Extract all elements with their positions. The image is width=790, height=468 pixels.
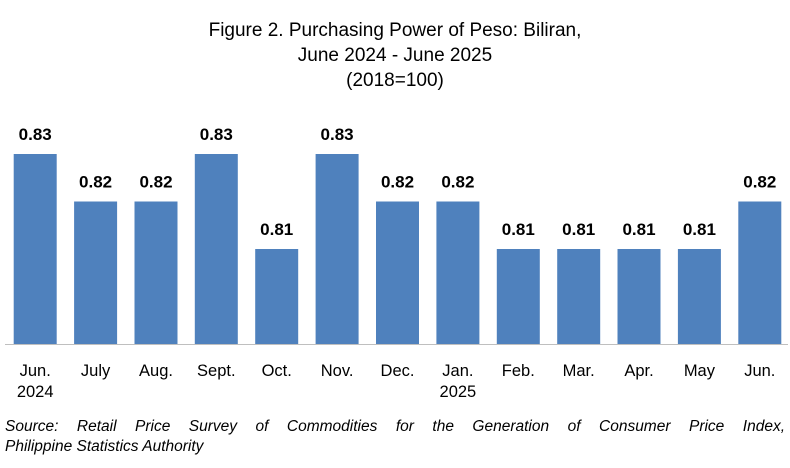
bar-12 [738,201,782,344]
data-label-6: 0.82 [381,173,414,192]
bar-5 [315,154,359,344]
source-line-1: Source: Retail Price Survey of Commoditi… [5,418,785,435]
x-tick-label-12: Jun. [744,362,775,380]
bar-7 [436,201,480,344]
data-label-8: 0.81 [502,220,535,239]
bar-3 [194,154,238,344]
bar-10 [617,249,661,344]
data-label-2: 0.82 [139,173,172,192]
x-tick-label-2: Aug. [139,362,173,380]
x-tick-label-7-line-2: 2025 [440,383,477,401]
x-tick-label-0: Jun. [20,362,51,380]
bar-0 [13,154,57,344]
data-label-11: 0.81 [683,220,716,239]
bar-4 [255,249,299,344]
x-tick-label-10: Apr. [624,362,653,380]
chart-title: Figure 2. Purchasing Power of Peso: Bili… [0,18,790,93]
bar-1 [74,201,118,344]
x-tick-label-6: Dec. [381,362,415,380]
x-tick-label-1: July [81,362,111,380]
data-label-12: 0.82 [743,173,776,192]
x-tick-label-0-line-2: 2024 [17,383,54,401]
data-label-1: 0.82 [79,173,112,192]
data-label-5: 0.83 [321,125,354,144]
chart-title-line-1: Figure 2. Purchasing Power of Peso: Bili… [208,20,582,41]
x-tick-label-11: May [684,362,716,380]
x-tick-label-7: Jan. [442,362,473,380]
bar-6 [376,201,419,344]
data-label-0: 0.83 [19,125,52,144]
chart-title-line-3: (2018=100) [346,70,444,91]
x-tick-label-9: Mar. [563,362,595,380]
data-label-9: 0.81 [562,220,595,239]
x-tick-label-8: Feb. [502,362,535,380]
bar-8 [496,249,540,344]
chart-title-line-2: June 2024 - June 2025 [297,45,493,66]
x-tick-label-5: Nov. [321,362,354,380]
x-tick-label-3: Sept. [197,362,236,380]
bar-chart: 0.83 Jun. 2024 0.82 July 0.82 Aug. 0.83 Sept. 0.8… [5,125,788,401]
data-label-3: 0.83 [200,125,233,144]
data-label-7: 0.82 [441,173,474,192]
data-label-10: 0.81 [622,220,655,239]
source-line-2: Philippine Statistics Authority [5,438,204,455]
data-label-4: 0.81 [260,220,293,239]
x-tick-label-4: Oct. [262,362,292,380]
bar-2 [134,201,178,344]
bar-11 [677,249,721,344]
source-note: Source: Retail Price Survey of Commoditi… [5,417,785,457]
bar-9 [557,249,601,344]
